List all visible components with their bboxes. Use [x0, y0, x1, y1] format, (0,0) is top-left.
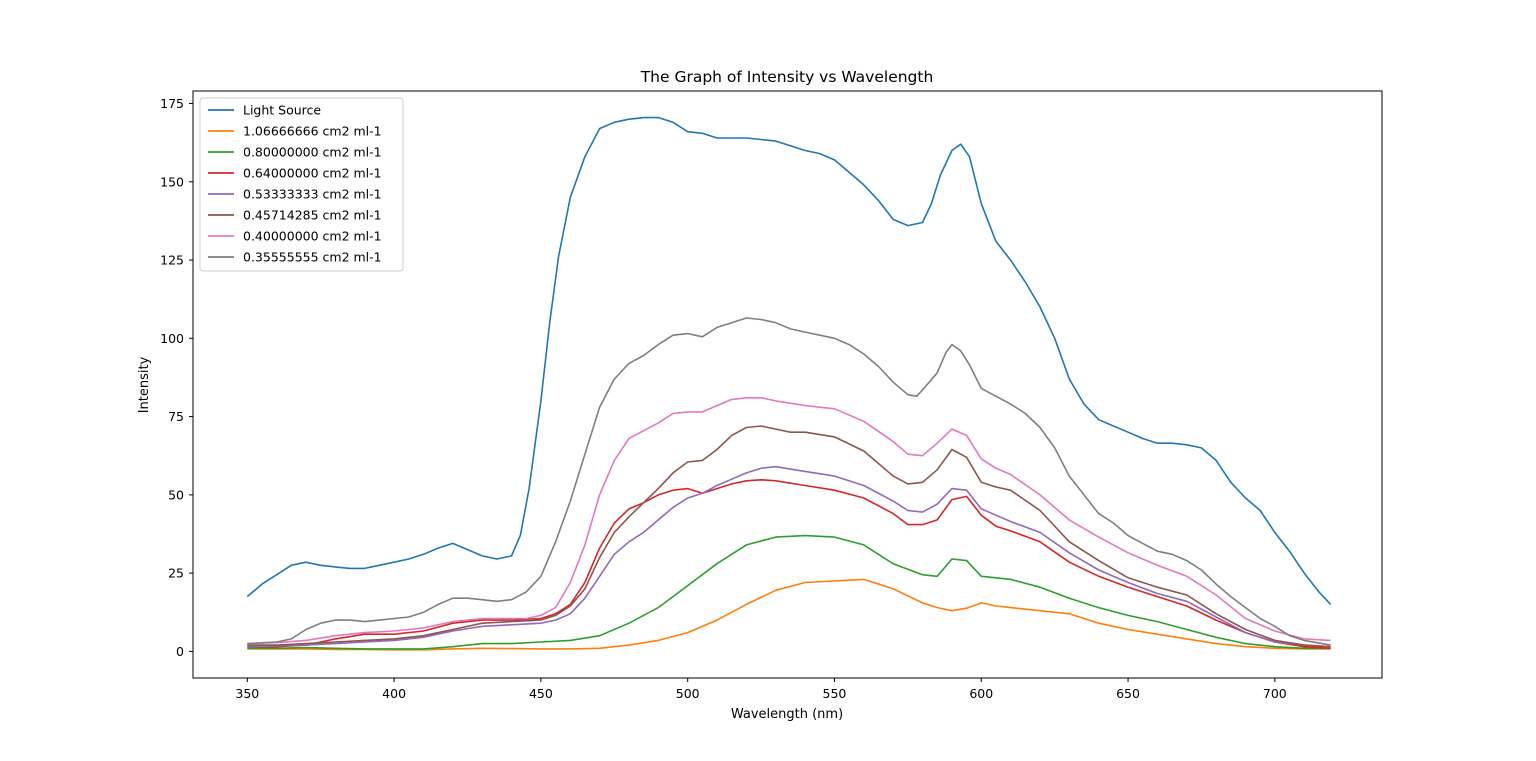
y-tick-label: 25 [168, 566, 184, 581]
series-line-8 [247, 317, 1331, 646]
x-tick-label: 350 [235, 686, 259, 701]
series-line-1 [246, 116, 1332, 605]
legend-label: 0.45714285 cm2 ml-1 [243, 208, 382, 223]
x-tick-label: 700 [1263, 686, 1287, 701]
y-tick-label: 100 [160, 331, 184, 346]
y-tick-label: 50 [168, 487, 184, 502]
legend: Light Source 1.06666666 cm2 ml-1 0.8000000… [199, 97, 404, 272]
y-axis: 0 25 50 75 100 125 150 175 [160, 96, 193, 659]
legend-label: 0.53333333 cm2 ml-1 [243, 187, 382, 202]
y-tick-label: 75 [168, 409, 184, 424]
plot-frame [192, 90, 1383, 679]
legend-label: 0.35555555 cm2 ml-1 [243, 250, 382, 265]
plot-lines [246, 116, 1332, 651]
y-tick-label: 175 [160, 96, 184, 111]
x-axis: 350 400 450 500 550 600 650 700 [235, 678, 1287, 701]
x-tick-label: 400 [382, 686, 406, 701]
legend-label: Light Source [243, 103, 321, 118]
series-line-6 [247, 425, 1331, 648]
series-line-7 [247, 396, 1331, 645]
legend-box [199, 97, 404, 272]
series-line-2 [247, 578, 1331, 651]
series-line-4 [247, 478, 1331, 650]
series-line-5 [247, 465, 1331, 648]
x-tick-label: 550 [823, 686, 847, 701]
y-tick-label: 150 [160, 174, 184, 189]
legend-label: 0.80000000 cm2 ml-1 [243, 145, 382, 160]
chart-title: The Graph of Intensity vs Wavelength [640, 68, 934, 86]
y-axis-title: Intensity [137, 356, 152, 413]
y-tick-label: 125 [160, 253, 184, 268]
legend-label: 1.06666666 cm2 ml-1 [243, 124, 382, 139]
x-axis-title: Wavelength (nm) [731, 707, 843, 722]
legend-label: 0.64000000 cm2 ml-1 [243, 166, 382, 181]
x-tick-label: 600 [969, 686, 993, 701]
x-tick-label: 650 [1116, 686, 1140, 701]
series-line-3 [247, 534, 1331, 650]
legend-label: 0.40000000 cm2 ml-1 [243, 229, 382, 244]
x-tick-label: 450 [529, 686, 553, 701]
y-tick-label: 0 [176, 644, 184, 659]
x-tick-label: 500 [676, 686, 700, 701]
